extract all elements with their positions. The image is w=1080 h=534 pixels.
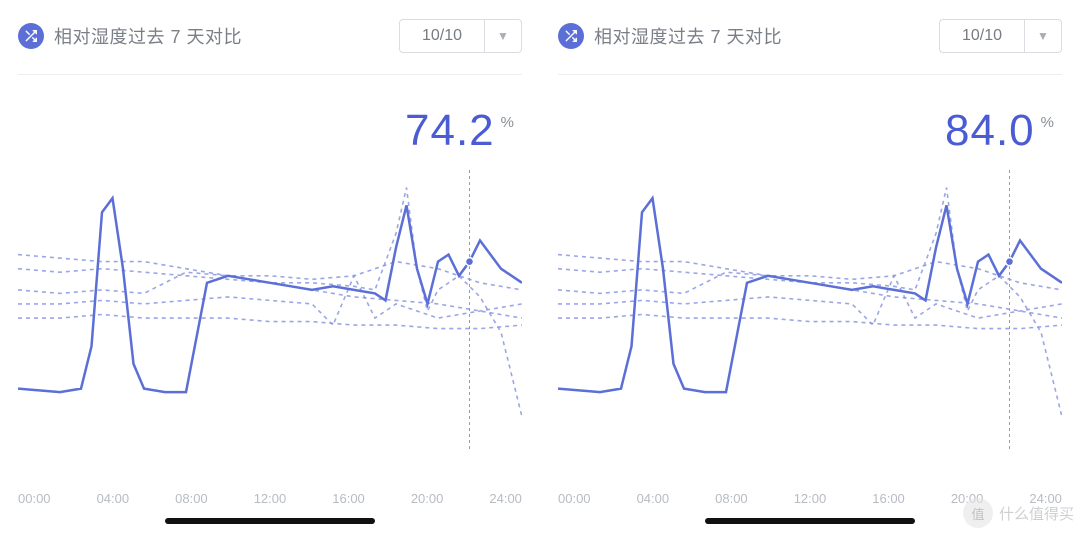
x-tick: 04:00 (97, 491, 130, 506)
date-dropdown[interactable]: 10/10 ▼ (939, 19, 1062, 53)
date-dropdown[interactable]: 10/10 ▼ (399, 19, 522, 53)
x-tick: 20:00 (411, 491, 444, 506)
humidity-panel-left: 相对湿度过去 7 天对比 10/10 ▼ 74.2 % 00:00 04:00 08… (0, 0, 540, 534)
x-tick: 08:00 (715, 491, 748, 506)
x-tick: 04:00 (637, 491, 670, 506)
chevron-down-icon: ▼ (1025, 29, 1061, 43)
divider (558, 74, 1062, 75)
date-value: 10/10 (940, 20, 1025, 52)
x-axis: 00:00 04:00 08:00 12:00 16:00 20:00 24:00 (18, 491, 522, 506)
current-value: 74.2 % (405, 106, 514, 156)
scroll-indicator[interactable] (165, 518, 375, 524)
value-unit: % (1041, 114, 1054, 131)
x-tick: 16:00 (872, 491, 905, 506)
title-wrap: 相对湿度过去 7 天对比 (558, 23, 782, 49)
x-tick: 16:00 (332, 491, 365, 506)
date-value: 10/10 (400, 20, 485, 52)
chart-svg (558, 170, 1062, 480)
x-tick: 12:00 (794, 491, 827, 506)
value-number: 84.0 (945, 106, 1035, 156)
watermark-text: 什么值得买 (999, 503, 1074, 524)
humidity-panel-right: 相对湿度过去 7 天对比 10/10 ▼ 84.0 % 00:00 04:00 08… (540, 0, 1080, 534)
title-wrap: 相对湿度过去 7 天对比 (18, 23, 242, 49)
panel-header: 相对湿度过去 7 天对比 10/10 ▼ (18, 14, 522, 58)
current-value: 84.0 % (945, 106, 1054, 156)
shuffle-icon (18, 23, 44, 49)
chart[interactable] (558, 170, 1062, 480)
x-tick: 24:00 (489, 491, 522, 506)
x-tick: 08:00 (175, 491, 208, 506)
x-tick: 00:00 (558, 491, 591, 506)
divider (18, 74, 522, 75)
chart-svg (18, 170, 522, 480)
x-tick: 00:00 (18, 491, 51, 506)
chevron-down-icon: ▼ (485, 29, 521, 43)
scroll-indicator[interactable] (705, 518, 915, 524)
watermark-badge: 值 (963, 498, 993, 528)
shuffle-icon (558, 23, 584, 49)
value-unit: % (501, 114, 514, 131)
value-number: 74.2 (405, 106, 495, 156)
panel-title: 相对湿度过去 7 天对比 (594, 23, 782, 49)
x-tick: 12:00 (254, 491, 287, 506)
chart[interactable] (18, 170, 522, 480)
panel-title: 相对湿度过去 7 天对比 (54, 23, 242, 49)
panel-header: 相对湿度过去 7 天对比 10/10 ▼ (558, 14, 1062, 58)
watermark: 值 什么值得买 (963, 498, 1074, 528)
